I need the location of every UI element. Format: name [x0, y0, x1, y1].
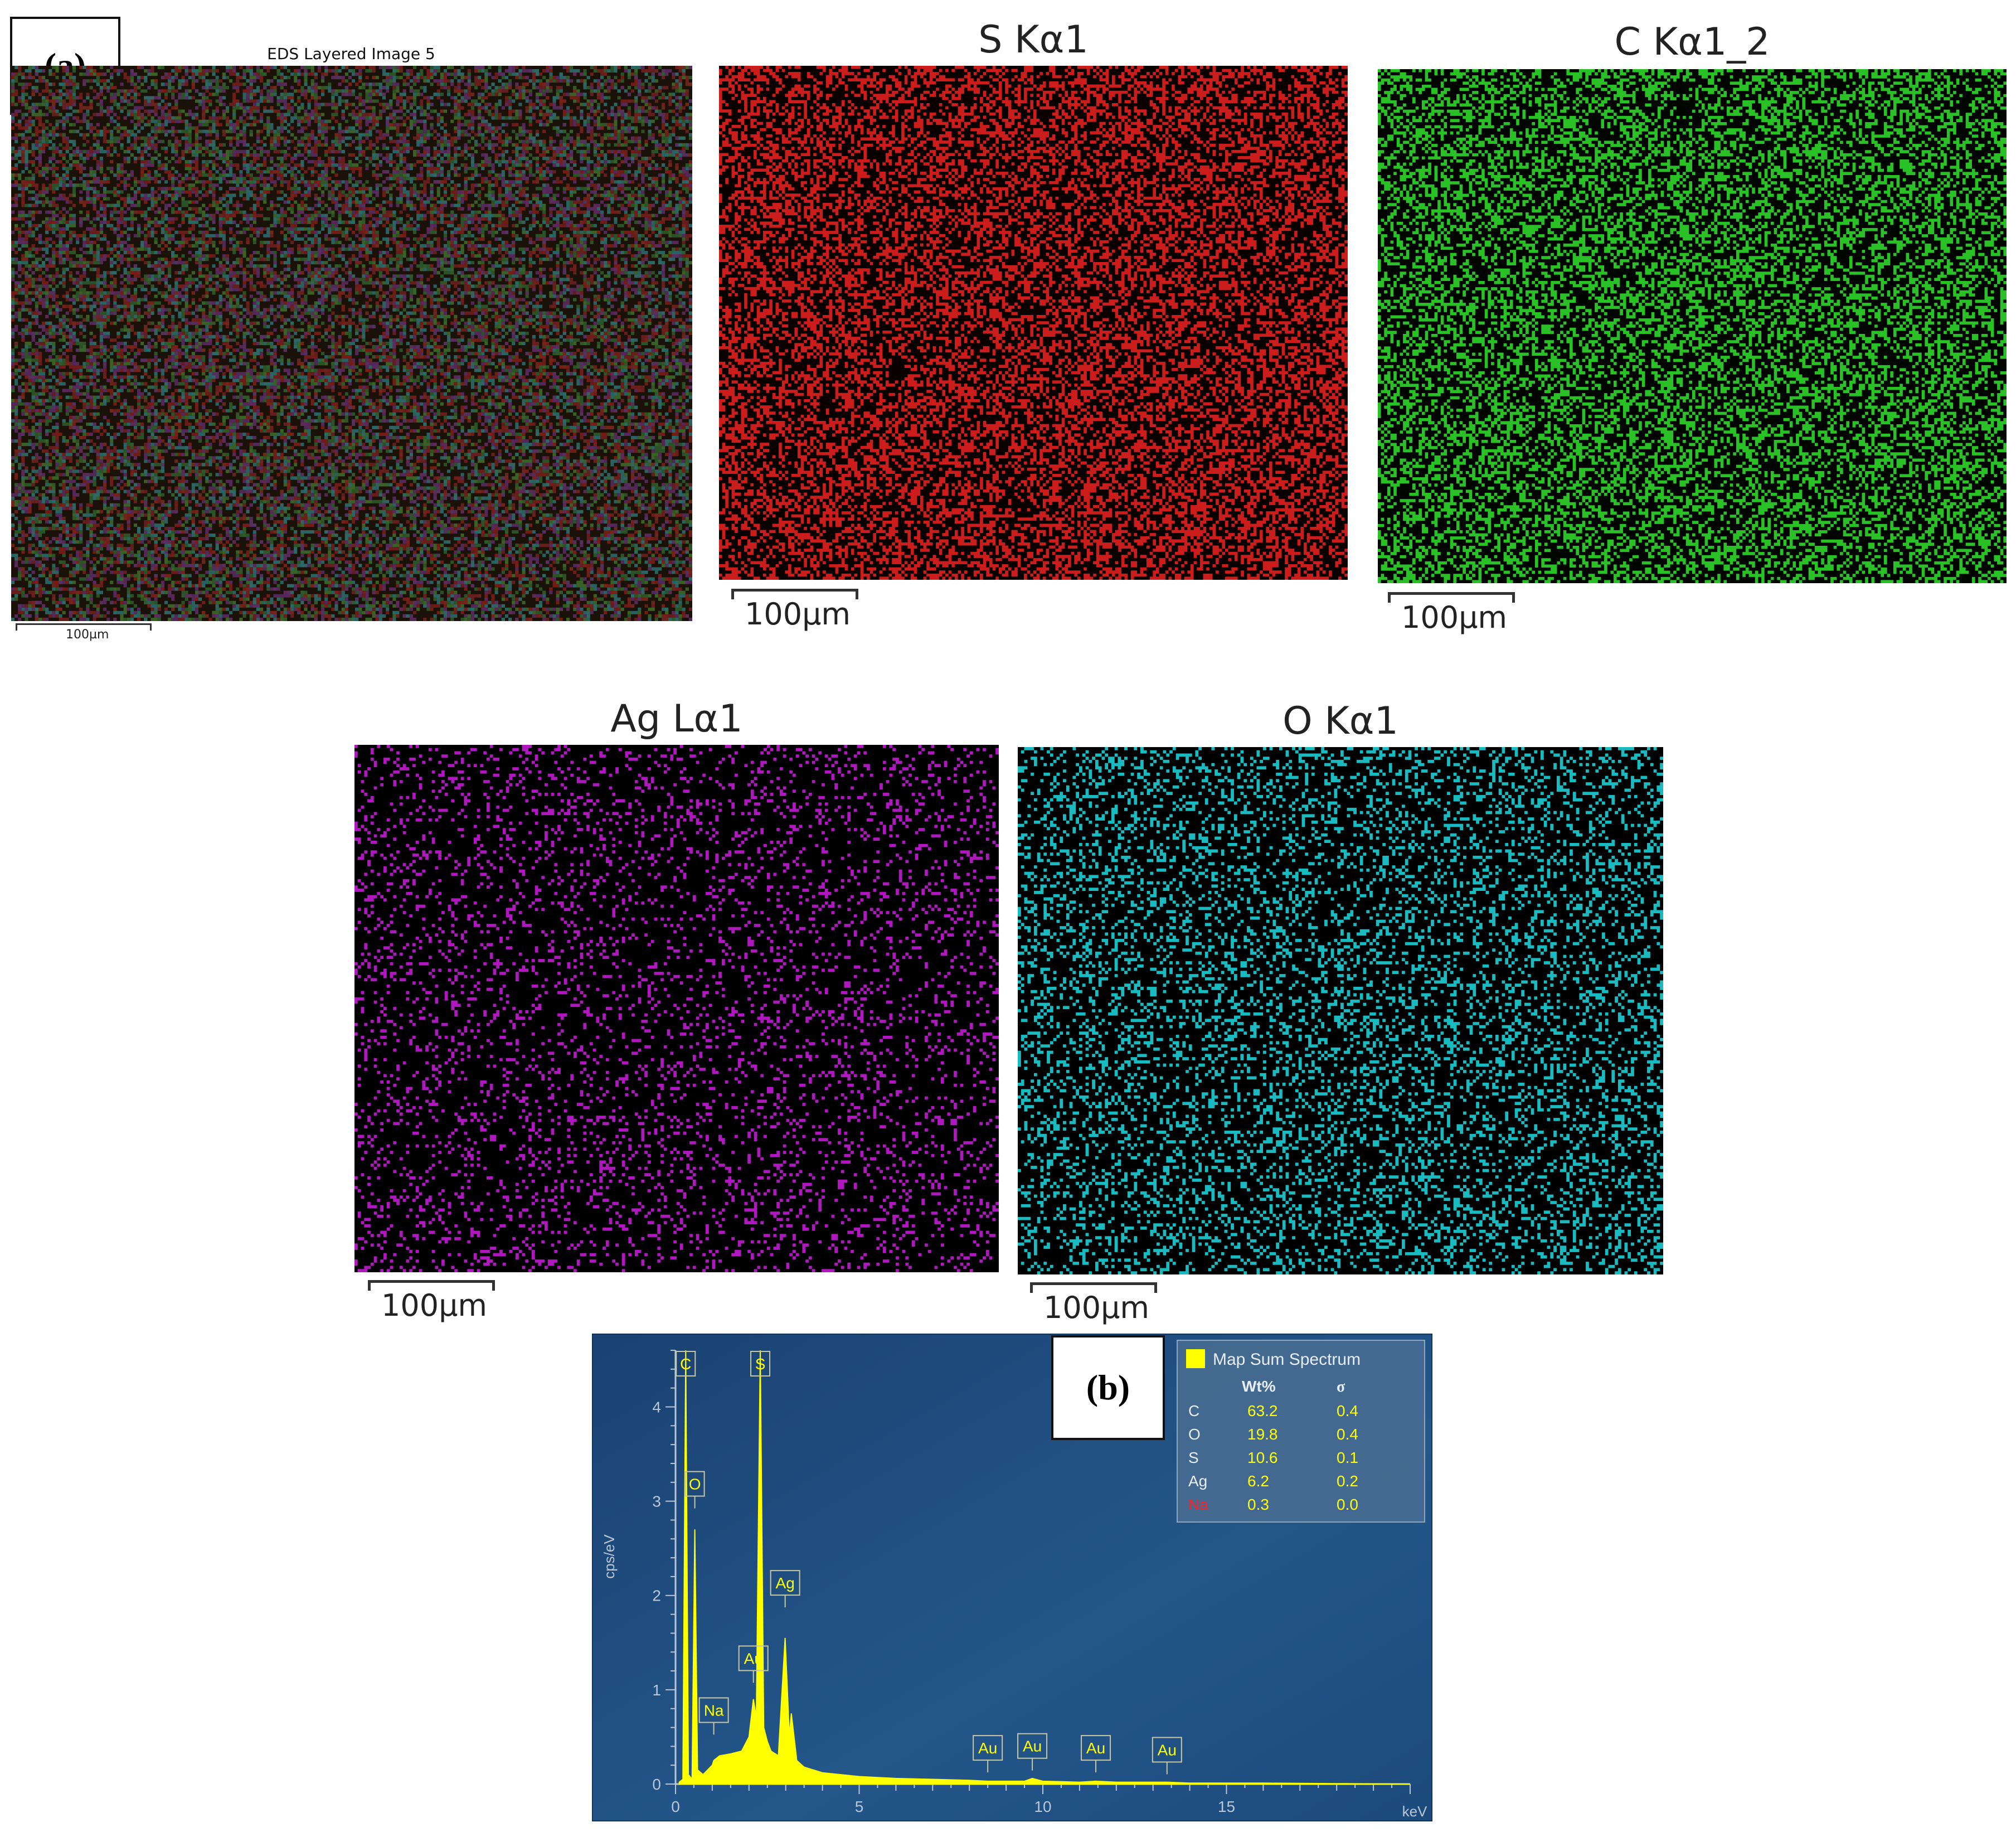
- peak-label: Au: [1017, 1733, 1048, 1771]
- peak-label: S: [750, 1351, 771, 1377]
- y-tick-label: 2: [652, 1587, 661, 1605]
- peak-label-box: [770, 1570, 800, 1596]
- legend-row-wt: 19.8: [1247, 1426, 1278, 1443]
- legend-row-wt: 63.2: [1247, 1402, 1278, 1419]
- peak-label: Ag: [770, 1570, 800, 1608]
- peak-label-text: S: [755, 1355, 766, 1373]
- layered-image-title: EDS Layered Image 5: [267, 45, 435, 63]
- peak-label: Na: [698, 1697, 729, 1735]
- peak-label-text: Au: [1158, 1741, 1177, 1758]
- peak-label-text: Au: [978, 1739, 997, 1757]
- y-axis-title: cps/eV: [601, 1534, 618, 1579]
- legend-row-wt: 0.3: [1247, 1496, 1269, 1513]
- c-map: [1378, 69, 2007, 583]
- peak-label-text: Na: [704, 1702, 724, 1719]
- x-tick-label: 0: [671, 1798, 680, 1815]
- legend-row-sigma: 0.2: [1337, 1472, 1358, 1490]
- y-tick-label: 0: [652, 1776, 661, 1793]
- peak-label-box: [1152, 1737, 1182, 1763]
- peak-label-box: [750, 1351, 771, 1377]
- x-tick-label: 10: [1034, 1798, 1051, 1815]
- peak-label: O: [684, 1471, 705, 1509]
- legend-row-sigma: 0.1: [1337, 1449, 1358, 1466]
- legend-row: Ag 6.2 0.2: [1188, 1472, 1358, 1490]
- legend-row-element: Ag: [1188, 1472, 1207, 1490]
- peak-label-text: O: [689, 1476, 701, 1493]
- peak-label-box: [1081, 1735, 1111, 1761]
- peak-label-box: [698, 1697, 729, 1723]
- peak-label: Au: [973, 1735, 1003, 1773]
- peak-label-text: Au: [744, 1650, 763, 1667]
- peak-label-text: Au: [1023, 1738, 1042, 1755]
- legend-row-element: Na: [1188, 1496, 1208, 1513]
- legend-row-element: C: [1188, 1402, 1199, 1419]
- legend-row-element: O: [1188, 1426, 1201, 1443]
- legend-row-sigma: 0.4: [1337, 1402, 1358, 1419]
- peak-label-box: [676, 1351, 696, 1377]
- legend-row-sigma: 0.4: [1337, 1426, 1358, 1443]
- spectrum-series: [678, 1350, 1411, 1785]
- peak-label-text: Au: [1086, 1739, 1105, 1757]
- s-map: [719, 66, 1348, 580]
- peak-label-box: [738, 1645, 769, 1671]
- legend-title: Map Sum Spectrum: [1213, 1350, 1361, 1369]
- y-tick-label: 3: [652, 1493, 661, 1510]
- o-map: [1018, 747, 1663, 1274]
- peak-label: C: [676, 1351, 696, 1377]
- legend-row-sigma: 0.0: [1337, 1496, 1358, 1513]
- c-map-title: C Kα1_2: [1614, 20, 1770, 64]
- peak-label-text: C: [680, 1355, 691, 1373]
- peak-label-text: Ag: [776, 1574, 795, 1592]
- x-tick-label: 15: [1218, 1798, 1235, 1815]
- legend-col-sigma: σ: [1337, 1378, 1345, 1395]
- ag-map-title: Ag Lα1: [610, 697, 743, 741]
- y-tick-label: 1: [652, 1681, 661, 1699]
- peak-label-box: [684, 1471, 705, 1497]
- legend-row: O 19.8 0.4: [1188, 1426, 1358, 1443]
- legend-row-wt: 6.2: [1247, 1472, 1269, 1490]
- layered-image: [11, 66, 692, 621]
- o-map-title: O Kα1: [1283, 699, 1398, 743]
- spectrum-legend: Map Sum Spectrum Wt% σ C 63.2 0.4 O 19.8 0.4 S…: [1177, 1340, 1425, 1523]
- s-map-title: S Kα1: [978, 18, 1089, 62]
- legend-row-element: S: [1188, 1449, 1199, 1466]
- peak-label: Au: [738, 1645, 769, 1683]
- ag-map: [354, 745, 999, 1272]
- x-tick-label: 5: [855, 1798, 864, 1815]
- legend-row: S 10.6 0.1: [1188, 1449, 1358, 1466]
- legend-col-wt: Wt%: [1242, 1378, 1276, 1395]
- peak-label: Au: [1152, 1737, 1182, 1775]
- layered-map-svg: [11, 66, 692, 621]
- legend-row: C 63.2 0.4: [1188, 1402, 1358, 1419]
- panel-b-label: (b): [1051, 1335, 1165, 1440]
- x-axis-unit: keV: [1402, 1803, 1427, 1820]
- y-tick-label: 4: [652, 1398, 661, 1416]
- peak-label-box: [1017, 1733, 1048, 1759]
- legend-row: Na 0.3 0.0: [1188, 1496, 1358, 1513]
- peak-label: Au: [1081, 1735, 1111, 1773]
- legend-swatch: [1186, 1349, 1205, 1368]
- legend-row-wt: 10.6: [1247, 1449, 1278, 1466]
- peak-label-box: [973, 1735, 1003, 1761]
